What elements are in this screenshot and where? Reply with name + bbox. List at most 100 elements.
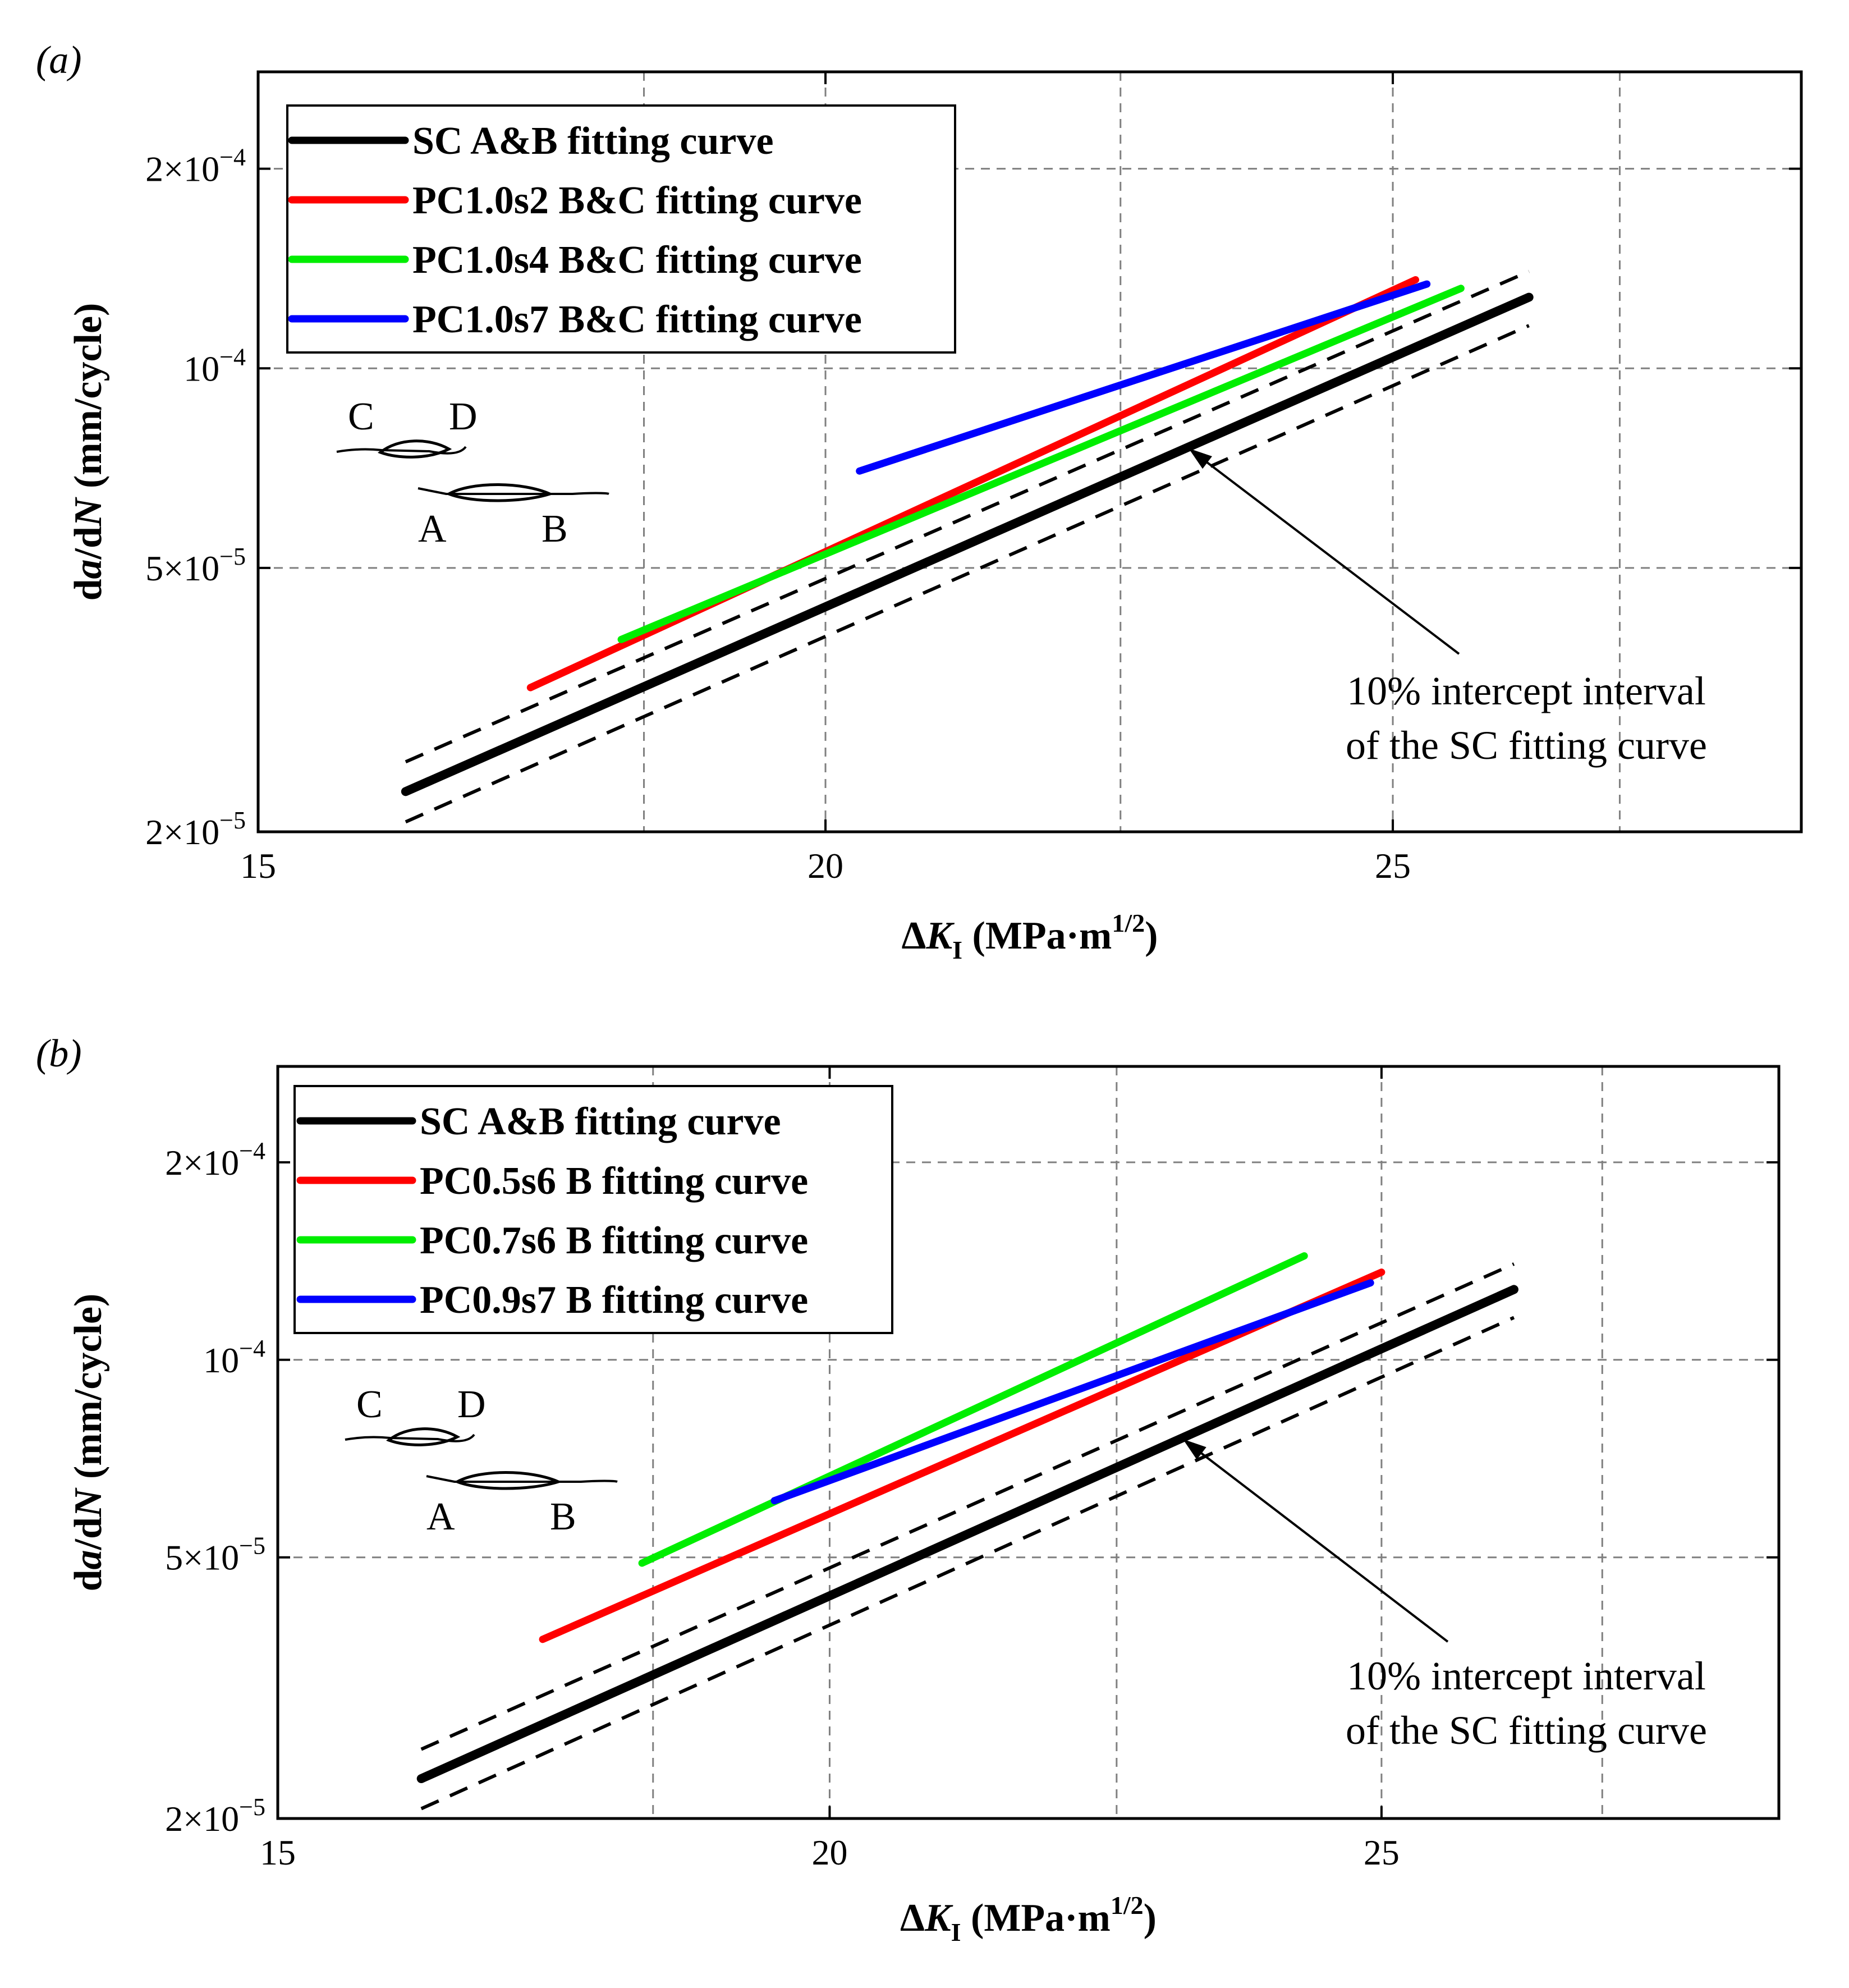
- x-label-delta: Δ: [902, 914, 926, 958]
- crack-line-upper: [336, 446, 467, 455]
- annotation-line-1: 10% intercept interval: [1347, 668, 1706, 713]
- crack-lens-upper: [378, 439, 452, 459]
- crack-lens-upper: [386, 1427, 461, 1446]
- x-label-sup: 1/2: [1112, 909, 1145, 937]
- annotation-line-1: 10% intercept interval: [1347, 1653, 1706, 1698]
- legend-box: [286, 104, 956, 354]
- x-tick-label: 15: [260, 1833, 296, 1872]
- y-tick-exponent: −5: [239, 1532, 265, 1560]
- y-tick-label: 5×10−5: [145, 543, 246, 588]
- x-label-sup: 1/2: [1111, 1891, 1144, 1920]
- plot-frame: [256, 70, 1803, 833]
- x-label-sub: I: [951, 1918, 961, 1946]
- x-tick-label: 20: [811, 1833, 847, 1872]
- y-label-slash-d: /d: [67, 1517, 110, 1550]
- x-label-units: (MPa·m: [962, 914, 1112, 958]
- legend-label: PC0.7s6 B fitting curve: [420, 1219, 808, 1262]
- x-label-var: K: [924, 1897, 953, 1940]
- y-tick-label: 5×10−5: [165, 1532, 265, 1578]
- y-label-a: a: [67, 1550, 110, 1569]
- crack-line-lower: [426, 1475, 618, 1483]
- inset-label-B: B: [550, 1495, 576, 1538]
- y-label-units: (mm/cycle): [67, 1294, 110, 1489]
- crack-lens-lower: [454, 1471, 563, 1490]
- series-line-0: [416, 1285, 1518, 1784]
- y-tick-base: 2×10: [145, 149, 219, 189]
- interval-upper-line: [405, 269, 1530, 764]
- y-axis-label: da/dN (mm/cycle): [67, 303, 110, 601]
- annotation-line-2: of the SC fitting curve: [1346, 1708, 1707, 1753]
- legend-label: SC A&B fitting curve: [412, 120, 774, 163]
- y-label-a: a: [67, 559, 110, 579]
- panel-label: (a): [36, 39, 82, 82]
- y-tick-base: 2×10: [145, 812, 219, 852]
- panel-label: (b): [36, 1032, 82, 1075]
- y-tick-label: 2×10−5: [165, 1793, 265, 1839]
- y-label-units: (mm/cycle): [67, 303, 110, 498]
- y-label-slash-d: /d: [67, 526, 110, 560]
- x-label-units: (MPa·m: [961, 1897, 1111, 1940]
- inset-label-C: C: [348, 395, 374, 438]
- series-line-3: [856, 280, 1431, 475]
- y-label-n: N: [67, 497, 110, 527]
- annotation-arrow-shaft: [1187, 447, 1460, 655]
- crack-line-upper: [345, 1433, 475, 1442]
- crack-line-lower: [417, 487, 609, 495]
- y-tick-base: 5×10: [165, 1538, 239, 1578]
- interval-lower-line: [405, 324, 1530, 824]
- annotation-arrow-shaft: [1182, 1438, 1449, 1643]
- y-tick-base: 5×10: [145, 548, 219, 588]
- y-tick-exponent: −4: [239, 1137, 265, 1165]
- legend-label: SC A&B fitting curve: [420, 1100, 781, 1143]
- series-line-3: [770, 1279, 1374, 1505]
- legend: SC A&B fitting curve PC1.0s2 B&C fitting …: [286, 104, 956, 354]
- x-tick-label: 15: [240, 846, 276, 886]
- inset-label-D: D: [449, 395, 478, 438]
- series-line-2: [617, 285, 1465, 643]
- inset-label-D: D: [457, 1383, 486, 1426]
- annotation-arrow-head: [1189, 448, 1212, 469]
- plot-frame: [276, 1065, 1781, 1820]
- y-tick-base: 2×10: [165, 1799, 239, 1839]
- legend-box: [293, 1085, 893, 1334]
- y-label-n: N: [67, 1487, 110, 1518]
- interval-lower-line: [420, 1316, 1515, 1811]
- y-tick-base: 2×10: [165, 1143, 239, 1183]
- crack-inset: C D A B: [336, 395, 609, 551]
- y-tick-exponent: −4: [239, 1335, 265, 1362]
- legend-label: PC0.5s6 B fitting curve: [420, 1160, 808, 1203]
- y-tick-exponent: −5: [219, 543, 246, 570]
- y-tick-exponent: −4: [219, 343, 246, 370]
- x-label-delta: Δ: [900, 1897, 925, 1940]
- series-line-2: [638, 1252, 1308, 1567]
- inset-label-C: C: [356, 1383, 383, 1426]
- x-tick-label: 20: [807, 846, 843, 886]
- y-label-d: d: [67, 1569, 110, 1591]
- y-tick-label: 2×10−4: [165, 1137, 265, 1183]
- x-tick-label: 25: [1375, 846, 1411, 886]
- y-tick-label: 10−4: [203, 1335, 265, 1380]
- annotation-arrow-head: [1182, 1439, 1206, 1460]
- x-label-close: ): [1144, 1897, 1157, 1940]
- y-tick-base: 10: [203, 1340, 239, 1380]
- inset-label-B: B: [542, 507, 568, 551]
- annotation-line-2: of the SC fitting curve: [1346, 723, 1707, 768]
- x-tick-label: 25: [1364, 1833, 1400, 1872]
- x-axis-label: ΔKI (MPa·m1/2): [902, 909, 1158, 964]
- legend-label: PC1.0s7 B&C fitting curve: [412, 298, 862, 341]
- x-label-sub: I: [952, 936, 962, 964]
- y-tick-exponent: −4: [219, 144, 246, 171]
- y-tick-exponent: −5: [239, 1793, 265, 1821]
- y-tick-base: 10: [183, 349, 219, 388]
- y-axis-label: da/dN (mm/cycle): [67, 1294, 110, 1592]
- x-axis-label: ΔKI (MPa·m1/2): [900, 1891, 1157, 1946]
- crack-lens-lower: [446, 483, 554, 502]
- legend: SC A&B fitting curve PC0.5s6 B fitting cu…: [293, 1085, 893, 1334]
- legend-label: PC1.0s2 B&C fitting curve: [412, 179, 862, 222]
- y-label-d: d: [67, 579, 110, 601]
- inset-label-A: A: [426, 1495, 455, 1538]
- inset-label-A: A: [418, 507, 447, 551]
